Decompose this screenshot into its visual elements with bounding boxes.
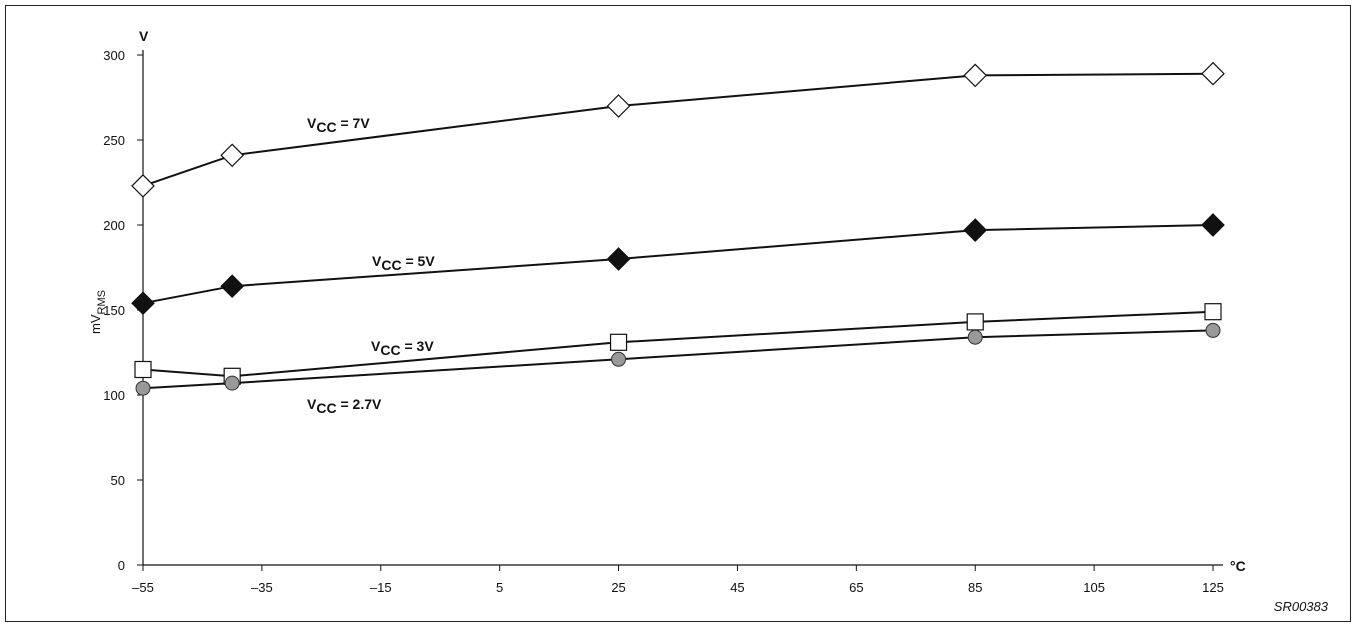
series-label-0: VCC = 7V bbox=[307, 115, 370, 135]
data-point-s2-2 bbox=[609, 333, 628, 351]
x-tick-label-8: 105 bbox=[1083, 580, 1105, 595]
data-point-s1-3 bbox=[963, 218, 988, 242]
series-label-1: VCC = 5V bbox=[372, 253, 435, 273]
data-point-s2-0 bbox=[134, 360, 152, 379]
axes: –55 –35 –15 5 25 45 65 85 105 125 0 50 100 150 200 250 3… bbox=[103, 48, 1224, 595]
y-tick-label-0: 0 bbox=[118, 558, 125, 573]
y-tick-label-5: 250 bbox=[103, 133, 125, 148]
x-tick-label-5: 45 bbox=[730, 580, 744, 595]
data-point-s3-1 bbox=[224, 375, 240, 391]
data-point-s0-3 bbox=[963, 63, 988, 88]
data-point-s3-0 bbox=[135, 380, 151, 396]
x-unit-label: °C bbox=[1230, 558, 1246, 574]
x-tick-label-6: 65 bbox=[849, 580, 863, 595]
data-point-s0-1 bbox=[220, 143, 245, 168]
series-markers bbox=[131, 61, 1225, 396]
x-tick-label-4: 25 bbox=[611, 580, 625, 595]
y-axis-title-main: mV bbox=[88, 314, 103, 334]
series-line-2 bbox=[142, 310, 1214, 378]
data-point-s3-3 bbox=[967, 329, 983, 345]
x-tick-label-2: –15 bbox=[370, 580, 392, 595]
data-point-s1-2 bbox=[606, 247, 631, 271]
series-labels: VCC = 7V VCC = 5V VCC = 3V VCC = 2.7V bbox=[307, 115, 435, 416]
svg-text:mVRMS: mVRMS bbox=[88, 290, 108, 334]
series-label-3: VCC = 2.7V bbox=[307, 396, 382, 416]
chart-frame bbox=[5, 5, 1351, 622]
data-point-s1-1 bbox=[220, 274, 245, 299]
data-point-s0-2 bbox=[606, 94, 631, 118]
x-tick-label-1: –35 bbox=[251, 580, 273, 595]
data-point-s2-4 bbox=[1204, 303, 1222, 321]
x-tick-label-9: 125 bbox=[1202, 580, 1224, 595]
data-point-s0-0 bbox=[131, 174, 155, 198]
y-tick-label-2: 100 bbox=[103, 388, 125, 403]
y-axis-title-sub: RMS bbox=[96, 290, 108, 314]
series-line-1 bbox=[142, 224, 1214, 305]
series-label-2: VCC = 3V bbox=[371, 338, 434, 358]
data-point-s3-4 bbox=[1205, 322, 1221, 338]
data-point-s3-2 bbox=[611, 351, 627, 367]
figure-code: SR00383 bbox=[1274, 599, 1329, 614]
y-tick-label-6: 300 bbox=[103, 48, 125, 63]
data-point-s2-3 bbox=[966, 313, 984, 331]
y-tick-label-3: 150 bbox=[103, 303, 125, 318]
series-line-0 bbox=[142, 72, 1214, 187]
x-tick-label-7: 85 bbox=[968, 580, 982, 595]
data-point-s1-0 bbox=[131, 291, 155, 316]
data-point-s0-4 bbox=[1201, 61, 1225, 86]
y-tick-label-1: 50 bbox=[111, 473, 125, 488]
data-point-s1-4 bbox=[1201, 213, 1225, 237]
y-tick-label-4: 200 bbox=[103, 218, 125, 233]
y-unit-label: V bbox=[139, 28, 149, 44]
x-tick-label-3: 5 bbox=[496, 580, 503, 595]
x-tick-label-0: –55 bbox=[132, 580, 154, 595]
y-axis-title: mVRMS bbox=[88, 290, 108, 334]
series-lines bbox=[142, 72, 1214, 390]
